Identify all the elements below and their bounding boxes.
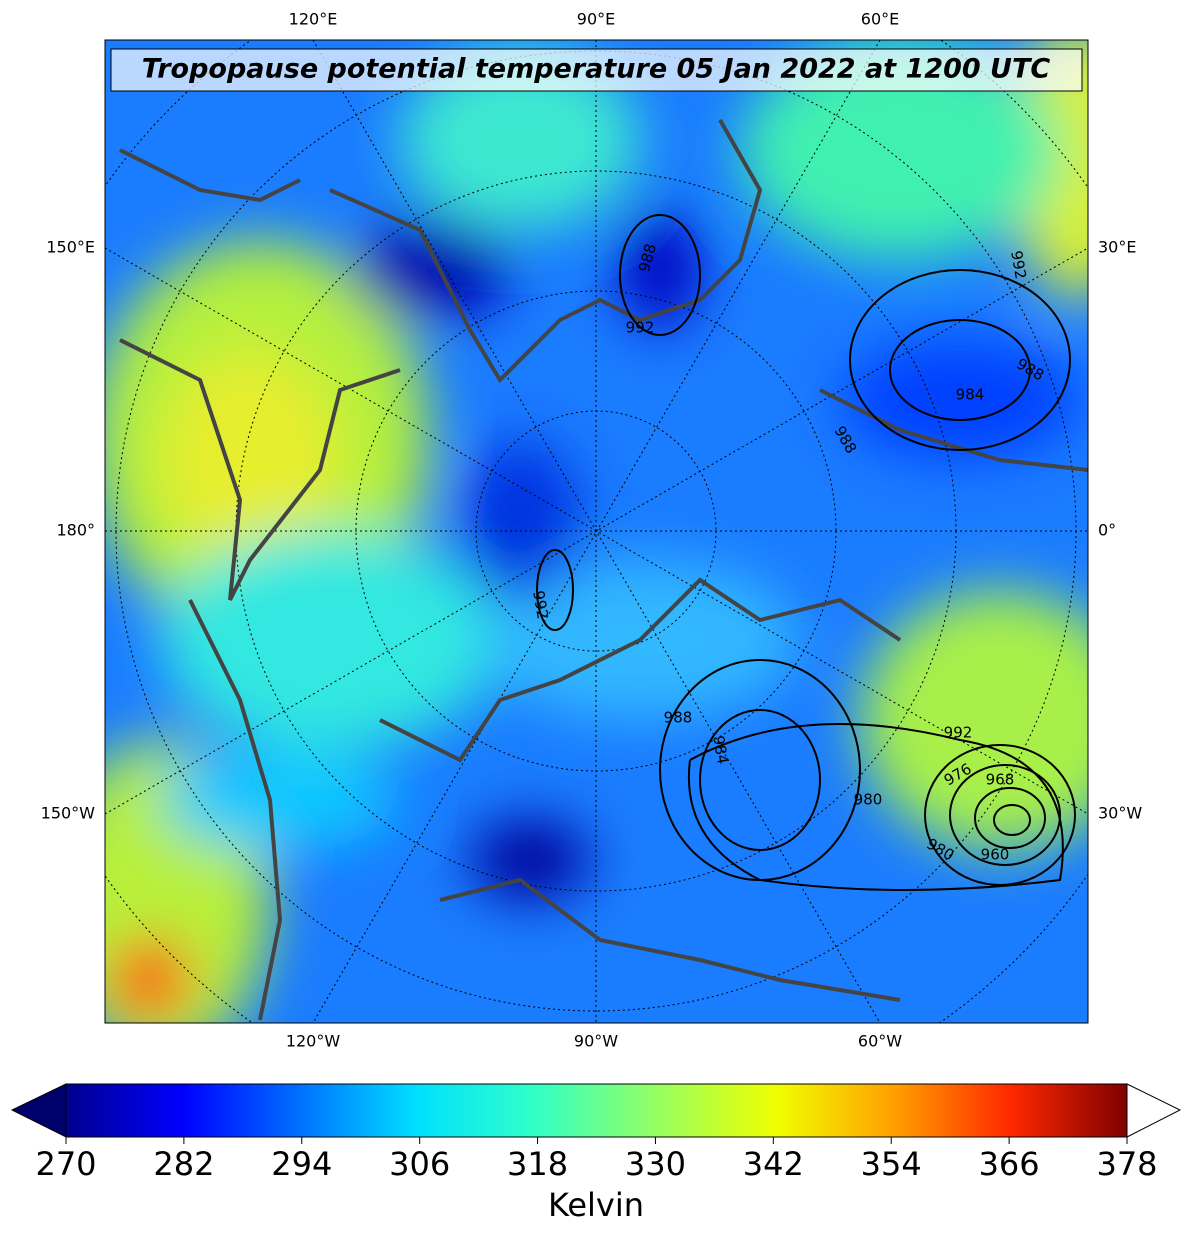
map-field	[105, 40, 1088, 1023]
lon-label: 60°W	[858, 1032, 902, 1051]
isobars	[536, 214, 1076, 891]
isobar-label: 992	[529, 589, 552, 620]
colorbar-tick-label: 270	[35, 1145, 96, 1183]
colorbar-frame	[65, 1083, 1128, 1138]
colorbar-tick-label: 306	[389, 1145, 450, 1183]
colorbar-label: Kelvin	[548, 1186, 644, 1224]
isobar-label: 992	[1007, 249, 1030, 280]
isobar-label: 984	[956, 386, 985, 404]
lon-label: 30°E	[1098, 238, 1136, 257]
colorbar-extend-low	[10, 1083, 67, 1138]
isobar-label: 988	[664, 709, 693, 727]
map-frame	[104, 39, 1089, 1024]
colorbar-tick-label: 342	[743, 1145, 804, 1183]
lon-label: 180°	[56, 521, 95, 540]
colorbar-tick-label: 294	[271, 1145, 332, 1183]
lon-label: 150°E	[46, 238, 95, 257]
colorbar-tick-label: 330	[625, 1145, 686, 1183]
isobar-label: 992	[944, 724, 973, 742]
lon-label: 120°E	[289, 10, 338, 29]
title-box	[110, 48, 1083, 92]
lon-label: 90°E	[577, 10, 615, 29]
colorbar-tick-label: 354	[861, 1145, 922, 1183]
colorbar	[66, 1084, 1127, 1137]
colorbar-tick-label: 378	[1096, 1145, 1157, 1183]
lon-label: 30°W	[1098, 804, 1142, 823]
isobar-label: 968	[986, 771, 1015, 789]
colorbar-tick-label: 366	[979, 1145, 1040, 1183]
isobar-label: 980	[854, 791, 883, 809]
colorbar-extend-high	[1126, 1083, 1182, 1138]
isobar-label: 984	[709, 734, 732, 765]
lon-label: 0°	[1098, 521, 1116, 540]
lon-label: 150°W	[41, 804, 96, 823]
lon-label: 120°W	[286, 1032, 341, 1051]
isobar-label: 960	[981, 846, 1010, 864]
lon-label: 60°E	[861, 10, 899, 29]
isobar-label: 992	[626, 319, 655, 337]
colorbar-tick-label: 282	[153, 1145, 214, 1183]
map-title: Tropopause potential temperature 05 Jan …	[142, 54, 1051, 85]
lon-label: 90°W	[574, 1032, 618, 1051]
colorbar-tick-label: 318	[507, 1145, 568, 1183]
coastlines	[119, 119, 1088, 1021]
